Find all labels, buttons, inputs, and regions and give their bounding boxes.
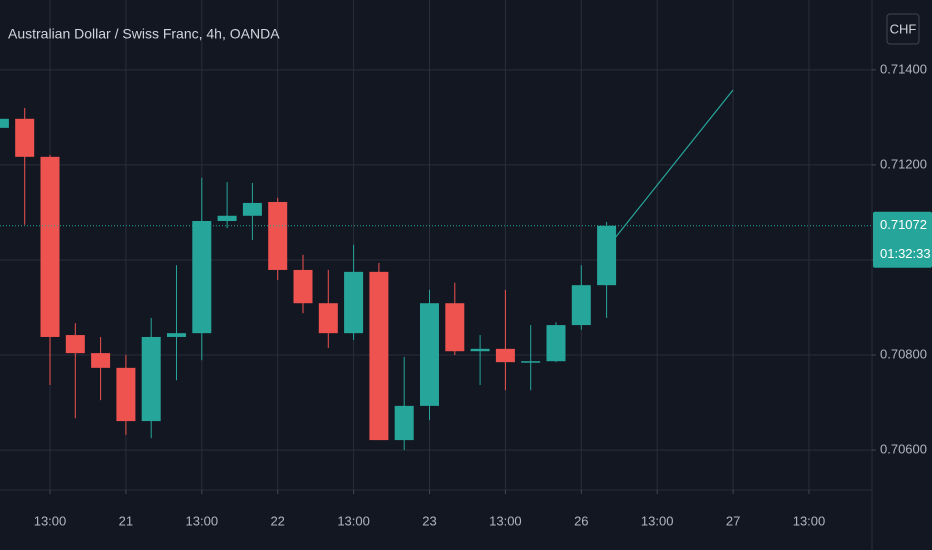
x-tick-label: 13:00 [34, 513, 67, 528]
candle-body [571, 285, 591, 326]
candle-body [318, 303, 338, 334]
x-tick-label: 13:00 [641, 513, 674, 528]
last-price-box [873, 211, 932, 268]
candle-body [116, 367, 136, 422]
candle-body [141, 336, 161, 422]
currency-box[interactable] [886, 13, 920, 45]
y-tick-label: 0.70600 [880, 442, 927, 457]
candle-body [420, 303, 439, 406]
candle-body [192, 220, 212, 334]
candle-body [546, 325, 566, 362]
y-tick-label: 0.71200 [880, 156, 927, 171]
candle-body [0, 118, 9, 128]
x-tick-label: 21 [119, 513, 133, 528]
x-tick-label: 13:00 [489, 513, 522, 528]
labels: 0.714000.712000.710000.708000.7060013:00… [34, 61, 932, 528]
y-tick-label: 0.71400 [880, 61, 927, 76]
x-tick-label: 13:00 [186, 513, 219, 528]
candle-body [242, 202, 262, 216]
candle-body [217, 215, 237, 221]
candle-body [91, 353, 111, 368]
x-tick-label: 22 [270, 513, 284, 528]
candle-body [40, 156, 60, 337]
candle-body [470, 348, 490, 352]
candle-body [445, 303, 465, 352]
candle-body [495, 348, 515, 363]
candles [0, 107, 872, 451]
candle-body [394, 405, 414, 441]
x-tick-label: 27 [726, 513, 740, 528]
countdown-label: 01:32:33 [880, 246, 931, 261]
grid [0, 0, 872, 490]
x-tick-label: 26 [574, 513, 588, 528]
candle-body [268, 201, 288, 270]
trend-line [614, 89, 734, 239]
candle-body [65, 335, 85, 354]
x-tick-label: 13:00 [337, 513, 370, 528]
x-tick-label: 23 [422, 513, 436, 528]
candle-body [293, 269, 313, 304]
y-tick-label: 0.70800 [880, 346, 927, 361]
candle-body [369, 271, 389, 441]
x-tick-label: 13:00 [793, 513, 826, 528]
chart-title: Australian Dollar / Swiss Franc, 4h, OAN… [8, 26, 280, 42]
candle-body [15, 118, 35, 157]
candle-body [344, 271, 364, 334]
candle-body [521, 361, 541, 363]
currency[interactable]: CHF [890, 21, 917, 36]
candle-body [597, 225, 617, 286]
candle-body [167, 333, 186, 337]
last-price-label: 0.71072 [880, 217, 927, 232]
